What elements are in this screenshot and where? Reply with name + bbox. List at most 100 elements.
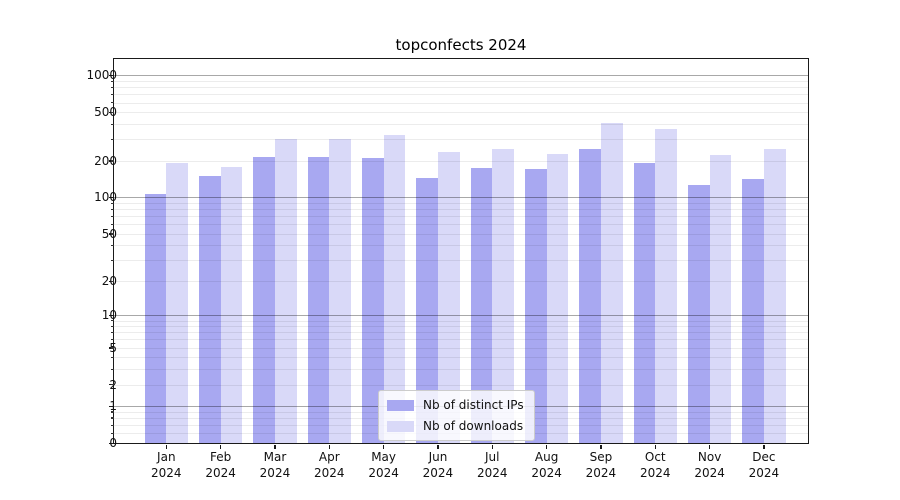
y-minortick-50	[111, 233, 114, 235]
gridline-minor-600	[114, 102, 808, 104]
y-minortick-70	[111, 215, 114, 218]
x-tick-label-jul: Jul 2024	[476, 450, 508, 480]
gridline-minor-60	[114, 224, 808, 226]
x-tick-jun	[437, 444, 439, 449]
legend: Nb of distinct IPs Nb of downloads	[378, 390, 535, 441]
gridline-minor-9	[114, 320, 808, 322]
bar-oct-downloads	[655, 128, 677, 443]
legend-label-downloads: Nb of downloads	[423, 419, 524, 433]
y-minortick-6	[111, 338, 114, 341]
x-tick-oct	[654, 444, 656, 449]
x-tick-label-dec: Dec 2024	[748, 450, 780, 480]
gridline-minor-2	[114, 384, 808, 386]
gridline-minor-80	[114, 209, 808, 211]
gridline-minor-50	[114, 233, 808, 235]
y-minortick-7	[111, 331, 114, 334]
bar-jun-distinct-ips	[416, 178, 438, 443]
gridline-minor-5	[114, 347, 808, 349]
bar-may-distinct-ips	[361, 158, 384, 443]
bar-jul-distinct-ips	[470, 168, 493, 443]
gridline-minor-800	[114, 87, 808, 89]
gridline-minor-500	[114, 112, 808, 114]
gridline-minor-20	[114, 281, 808, 283]
gridline-minor-400	[114, 124, 808, 126]
x-tick-mar	[274, 444, 276, 449]
gridline-minor-200	[114, 160, 808, 162]
x-tick-label-mar: Mar 2024	[259, 450, 291, 480]
x-tick-dec	[763, 444, 765, 449]
x-tick-label-may: May 2024	[368, 450, 399, 480]
x-tick-label-jun: Jun 2024	[422, 450, 454, 480]
y-tick-label-10: 10	[101, 308, 117, 323]
y-minortick-5	[111, 347, 114, 349]
bar-nov-distinct-ips	[687, 184, 710, 443]
y-tick-10	[109, 314, 113, 317]
gridline-minor-7	[114, 332, 808, 334]
x-tick-label-sep: Sep 2024	[585, 450, 617, 480]
gridline-major-10	[114, 315, 808, 317]
gridline-minor-70	[114, 216, 808, 218]
bar-jun-downloads	[437, 151, 460, 443]
y-tick-label-2: 2	[57, 378, 117, 392]
bar-dec-distinct-ips	[742, 178, 764, 443]
x-tick-label-apr: Apr 2024	[314, 450, 345, 480]
bar-sep-downloads	[600, 123, 623, 443]
gridline-minor-300	[114, 139, 808, 141]
chart-title: topconfects 2024	[395, 36, 527, 54]
y-minortick-8	[111, 325, 114, 327]
y-minortick-600	[111, 102, 114, 104]
y-minortick-9	[111, 320, 114, 322]
bar-aug-distinct-ips	[524, 169, 547, 443]
y-minortick-80	[111, 208, 114, 211]
y-minortick-60	[111, 223, 114, 226]
bar-jul-downloads	[492, 148, 514, 443]
x-tick-nov	[708, 444, 711, 449]
legend-swatch-downloads	[387, 420, 414, 432]
y-tick-label-200: 200	[94, 153, 117, 168]
bar-apr-downloads	[329, 138, 351, 443]
x-tick-label-feb: Feb 2024	[205, 450, 236, 480]
y-tick-label-100: 100	[94, 190, 117, 205]
y-tick-label-1000: 1000	[86, 68, 117, 83]
y-minortick-900	[111, 80, 114, 82]
x-tick-label-nov: Nov 2024	[694, 450, 725, 480]
x-tick-sep	[600, 444, 602, 449]
y-tick-label-20: 20	[101, 274, 117, 289]
y-minortick-2	[111, 384, 114, 386]
x-tick-feb	[219, 444, 222, 449]
y-minortick-40	[111, 244, 114, 247]
gridline-minor-90	[114, 203, 808, 205]
bar-feb-distinct-ips	[198, 176, 221, 443]
y-minortick-0.2	[111, 432, 114, 435]
y-minortick-700	[111, 93, 114, 96]
y-tick-1	[109, 405, 113, 408]
plot-area: 01251020501002005001000Jan2024Feb2024Mar…	[86, 58, 809, 480]
gridline-major-100	[114, 197, 808, 199]
gridline-minor-30	[114, 260, 808, 262]
y-tick-0	[109, 442, 113, 444]
y-minortick-500	[111, 111, 114, 114]
y-tick-label-1: 1	[109, 399, 117, 414]
x-tick-may	[382, 444, 385, 449]
y-tick-label-50: 50	[101, 226, 117, 241]
gridline-minor-4	[114, 357, 808, 359]
legend-swatch-distinct-ips	[387, 399, 414, 411]
x-tick-aug	[545, 444, 548, 449]
legend-item-distinct-ips: Nb of distinct IPs	[387, 398, 524, 412]
y-minortick-800	[111, 86, 114, 89]
bar-dec-downloads	[763, 148, 786, 443]
bar-aug-downloads	[546, 154, 569, 443]
x-tick-jul	[491, 444, 493, 449]
bar-sep-distinct-ips	[579, 149, 601, 443]
gridline-major-1000	[114, 75, 808, 77]
y-minortick-200	[111, 160, 114, 162]
legend-item-downloads: Nb of downloads	[387, 419, 524, 433]
y-minortick-300	[111, 138, 114, 141]
y-minortick-30	[111, 259, 114, 262]
legend-label-distinct-ips: Nb of distinct IPs	[423, 398, 524, 412]
y-minortick-4	[111, 356, 114, 359]
bar-mar-distinct-ips	[253, 157, 275, 443]
y-tick-1000	[109, 74, 113, 77]
x-tick-apr	[328, 444, 330, 449]
